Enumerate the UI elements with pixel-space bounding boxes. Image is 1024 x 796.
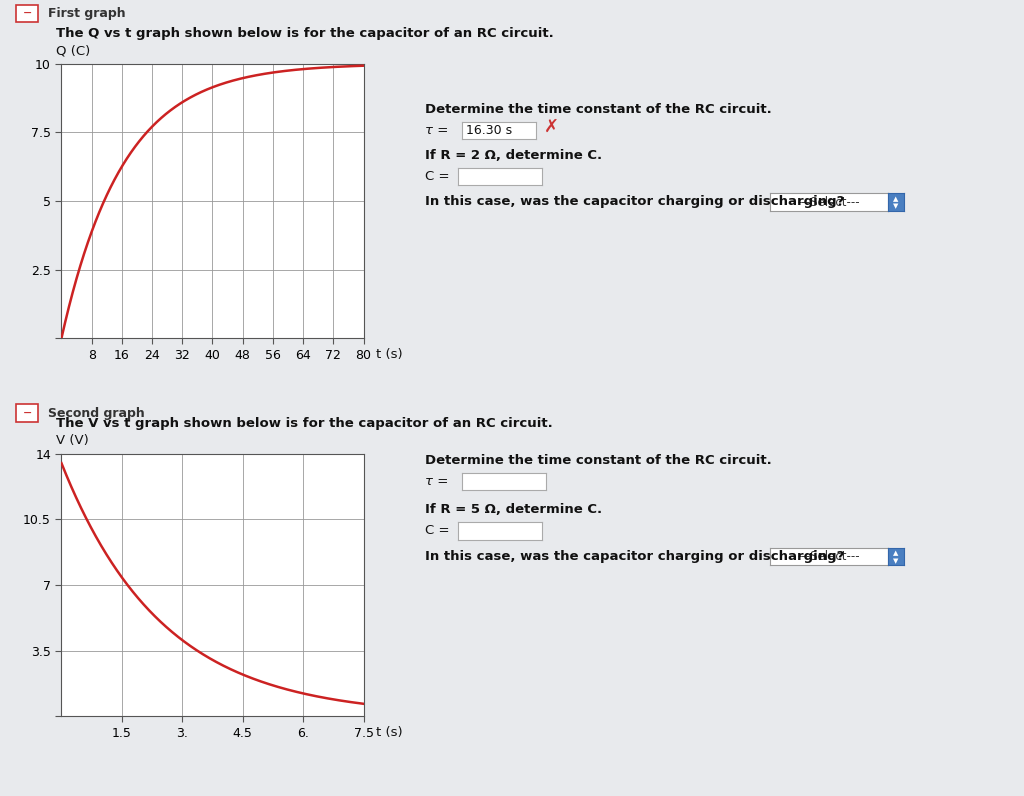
FancyBboxPatch shape bbox=[16, 5, 38, 22]
Text: ▲: ▲ bbox=[893, 196, 899, 201]
FancyBboxPatch shape bbox=[16, 404, 38, 422]
Text: Determine the time constant of the RC circuit.: Determine the time constant of the RC ci… bbox=[425, 454, 772, 467]
Text: C =: C = bbox=[425, 524, 450, 537]
Text: Second graph: Second graph bbox=[48, 407, 145, 419]
Text: If R = 5 Ω, determine C.: If R = 5 Ω, determine C. bbox=[425, 502, 602, 516]
Text: If R = 2 Ω, determine C.: If R = 2 Ω, determine C. bbox=[425, 149, 602, 162]
Text: t (s): t (s) bbox=[376, 348, 402, 361]
Text: 16.30 s: 16.30 s bbox=[466, 124, 512, 137]
Text: ▼: ▼ bbox=[893, 558, 899, 564]
Text: In this case, was the capacitor charging or discharging?: In this case, was the capacitor charging… bbox=[425, 195, 845, 209]
Text: ---Select---: ---Select--- bbox=[798, 550, 860, 563]
Text: t (s): t (s) bbox=[376, 726, 402, 739]
Text: The Q vs t graph shown below is for the capacitor of an RC circuit.: The Q vs t graph shown below is for the … bbox=[56, 27, 554, 40]
Text: Q (C): Q (C) bbox=[56, 45, 90, 57]
Text: τ =: τ = bbox=[425, 123, 449, 137]
Text: ▲: ▲ bbox=[893, 550, 899, 556]
Text: C =: C = bbox=[425, 170, 450, 183]
Text: ---Select---: ---Select--- bbox=[798, 196, 860, 209]
Text: τ =: τ = bbox=[425, 474, 449, 488]
Text: −: − bbox=[23, 408, 32, 418]
Text: The V vs t graph shown below is for the capacitor of an RC circuit.: The V vs t graph shown below is for the … bbox=[56, 417, 553, 430]
Text: Determine the time constant of the RC circuit.: Determine the time constant of the RC ci… bbox=[425, 103, 772, 116]
Text: First graph: First graph bbox=[48, 7, 126, 20]
Text: In this case, was the capacitor charging or discharging?: In this case, was the capacitor charging… bbox=[425, 549, 845, 563]
Text: ▼: ▼ bbox=[893, 204, 899, 209]
Text: V (V): V (V) bbox=[56, 435, 89, 447]
Text: −: − bbox=[23, 8, 32, 18]
Text: ✗: ✗ bbox=[544, 118, 559, 136]
